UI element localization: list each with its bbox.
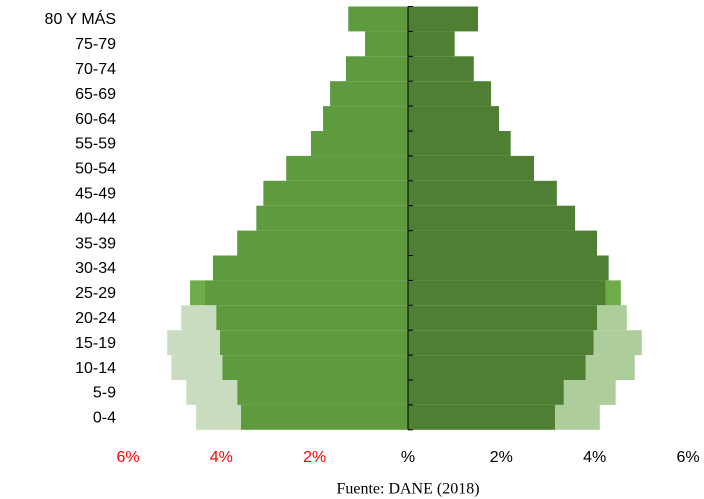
bar — [256, 205, 408, 231]
y-tick-label: 40-44 — [75, 210, 116, 227]
bar — [237, 380, 408, 405]
bar — [348, 6, 408, 32]
axis — [407, 6, 413, 431]
bar — [167, 330, 220, 356]
bar — [222, 355, 408, 380]
bar — [263, 180, 408, 206]
bar — [605, 280, 621, 306]
y-tick-label: 70-74 — [75, 61, 116, 78]
bar — [408, 81, 492, 107]
x-tick-label: 2% — [303, 449, 326, 466]
y-tick-label: 25-29 — [75, 285, 116, 302]
bar — [408, 155, 534, 181]
bar — [345, 56, 408, 82]
y-tick-label: 20-24 — [75, 310, 116, 327]
bar — [408, 355, 586, 380]
x-tick-label: 2% — [490, 449, 513, 466]
bar — [408, 131, 511, 156]
bar — [330, 81, 408, 107]
bar — [408, 380, 564, 405]
bar — [190, 280, 205, 306]
bar — [563, 380, 616, 405]
bar — [593, 330, 642, 356]
x-tick-label: 4% — [583, 449, 606, 466]
y-tick-label: 75-79 — [75, 36, 116, 53]
y-tick-label: 60-64 — [75, 111, 116, 128]
y-tick-label: 0-4 — [93, 410, 116, 427]
bar — [585, 355, 635, 380]
bar — [219, 330, 408, 356]
bar — [365, 31, 408, 57]
bar — [408, 106, 499, 131]
x-tick-label: 6% — [116, 449, 139, 466]
y-tick-label: 65-69 — [75, 86, 116, 103]
bar — [408, 230, 597, 256]
y-tick-label: 30-34 — [75, 260, 116, 277]
bar — [408, 205, 576, 231]
bar — [408, 404, 555, 430]
bar — [205, 280, 408, 306]
bar — [237, 230, 408, 256]
bar — [408, 330, 594, 356]
y-tick-label: 5-9 — [93, 385, 116, 402]
bar — [408, 6, 478, 32]
bar — [555, 404, 600, 430]
y-tick-label: 55-59 — [75, 136, 116, 153]
bar — [408, 255, 609, 281]
bar — [196, 404, 241, 430]
x-tick-label: 6% — [676, 449, 699, 466]
x-tick-label: 4% — [210, 449, 233, 466]
bar — [186, 380, 238, 405]
y-tick-label: 80 Y MÁS — [45, 9, 116, 28]
bar — [597, 305, 627, 331]
bar — [408, 180, 557, 206]
y-tick-label: 10-14 — [75, 360, 116, 377]
bar — [240, 404, 408, 430]
bar — [181, 305, 217, 331]
bar — [408, 31, 455, 57]
y-tick-label: 45-49 — [75, 185, 116, 202]
bar — [216, 305, 408, 331]
bar — [408, 305, 597, 331]
bar — [323, 106, 408, 131]
bar — [286, 155, 408, 181]
bar — [171, 355, 223, 380]
bar — [408, 56, 474, 82]
bar — [408, 280, 606, 306]
bar — [310, 131, 408, 156]
y-tick-label: 15-19 — [75, 335, 116, 352]
y-tick-label: 50-54 — [75, 161, 116, 178]
y-tick-label: 35-39 — [75, 235, 116, 252]
source-note: Fuente: DANE (2018) — [336, 481, 479, 498]
bar — [212, 255, 408, 281]
bars — [167, 6, 642, 430]
x-tick-label: % — [401, 449, 415, 466]
